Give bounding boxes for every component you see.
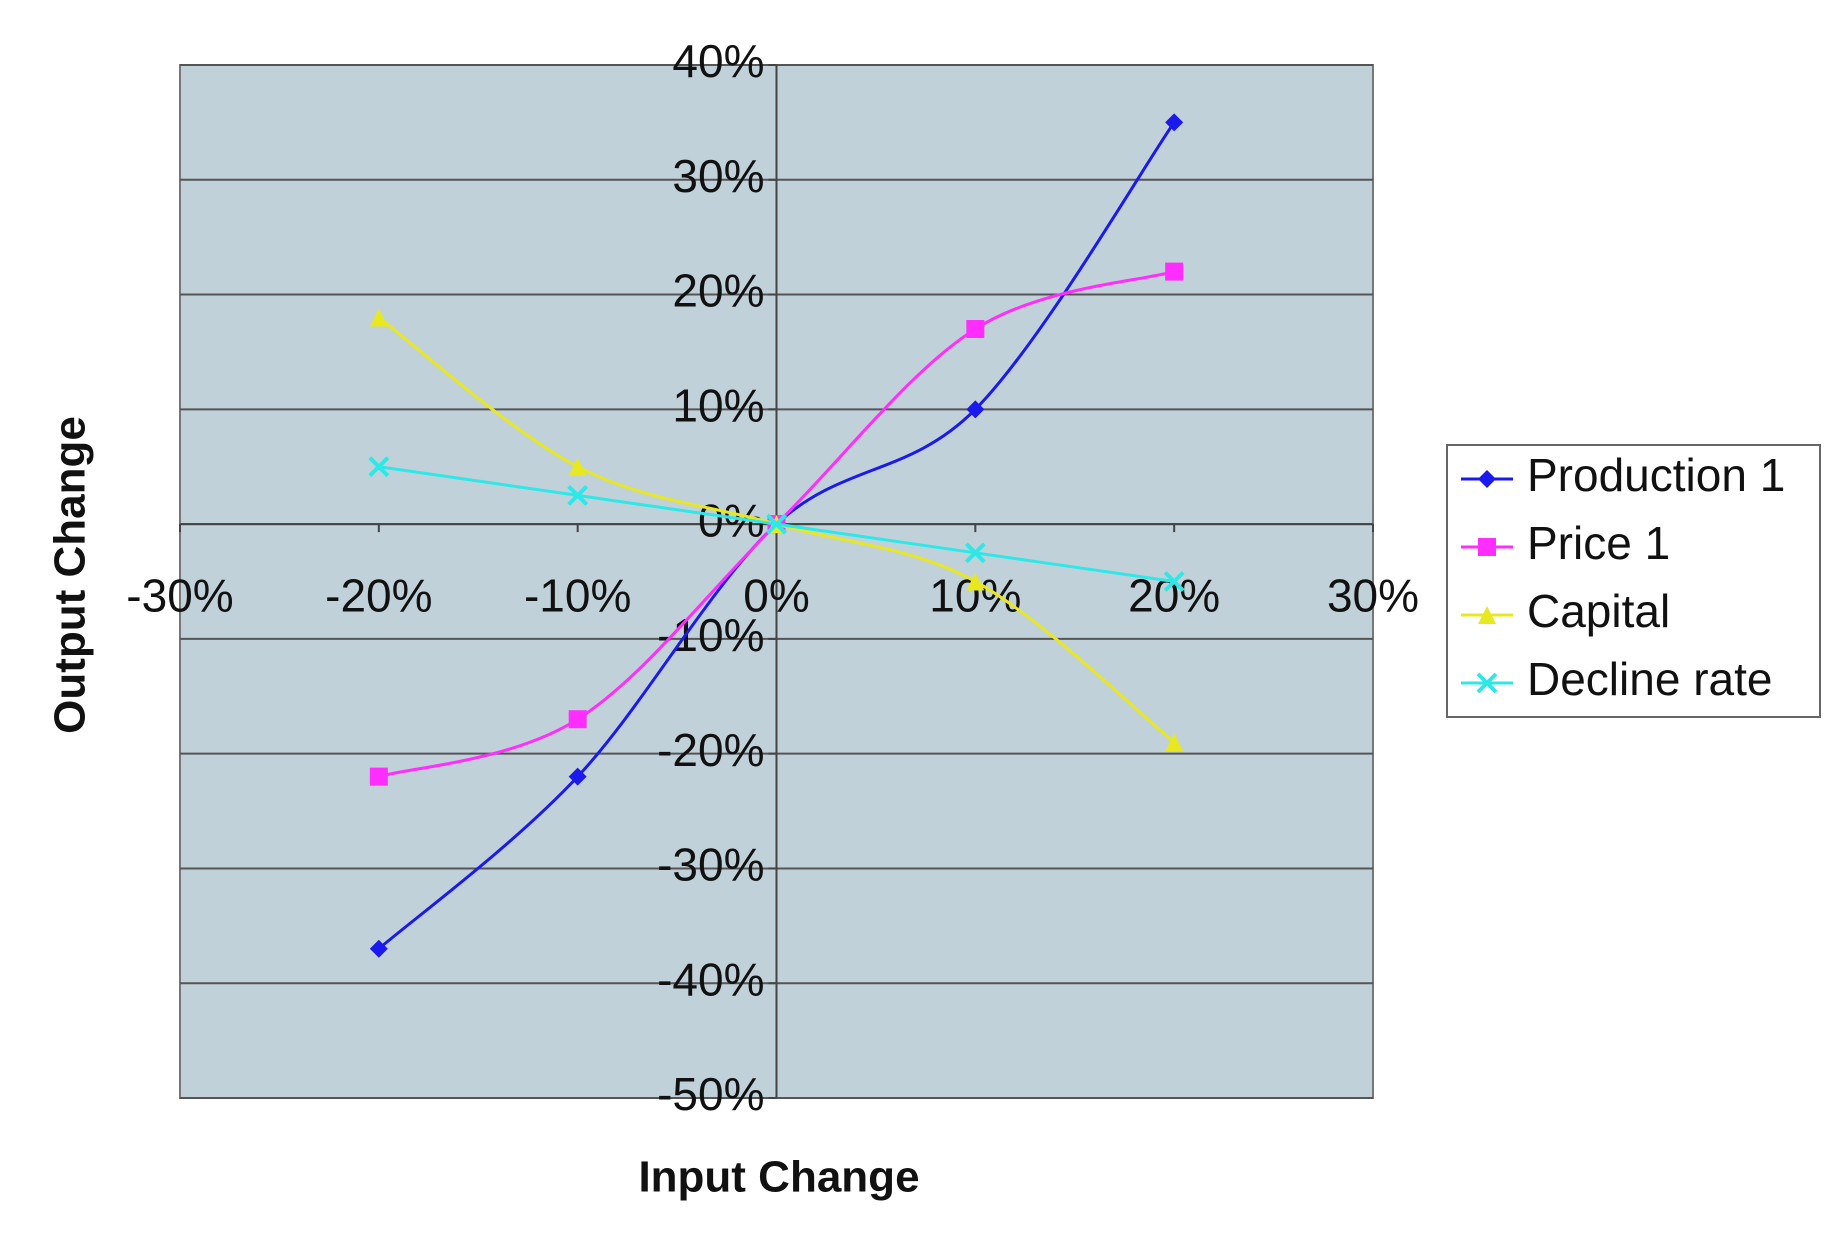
y-tick-label: -30% [657, 839, 764, 891]
marker [964, 542, 986, 564]
y-tick-label: -50% [657, 1068, 764, 1120]
y-tick-label: -10% [657, 609, 764, 661]
legend-label: Decline rate [1527, 653, 1772, 705]
marker [1165, 262, 1184, 281]
marker [966, 319, 985, 338]
x-tick-label: 30% [1327, 569, 1419, 621]
marker [369, 308, 388, 327]
marker [368, 456, 390, 478]
marker [1163, 571, 1185, 592]
marker [1478, 606, 1496, 624]
y-axis-title: Output Change [46, 416, 95, 734]
marker [966, 400, 985, 419]
marker [1165, 113, 1184, 132]
x-tick-label: -20% [325, 569, 432, 621]
marker [369, 767, 388, 786]
y-tick-label: 40% [672, 35, 764, 87]
x-tick-label: -30% [126, 569, 233, 621]
marker [766, 513, 787, 535]
marker [1476, 672, 1498, 694]
y-tick-label: 10% [672, 379, 764, 431]
marker [1165, 733, 1184, 752]
marker [567, 485, 589, 506]
marker [966, 572, 985, 591]
y-tick-label: 30% [672, 150, 764, 202]
marker [568, 457, 587, 476]
y-tick-label: -20% [657, 724, 764, 776]
legend-box [1446, 444, 1821, 718]
x-axis-title: Input Change [638, 1153, 919, 1202]
legend: Production 1 Price 1 Capital Decline rate [1446, 444, 1821, 718]
legend-label: Production 1 [1527, 449, 1785, 501]
marker [1478, 538, 1496, 556]
x-tick-label: 0% [743, 569, 809, 621]
legend-label: Capital [1527, 585, 1670, 637]
y-tick-label: -40% [657, 953, 764, 1005]
marker [1478, 470, 1496, 488]
marker [568, 767, 587, 786]
y-tick-label: 20% [672, 265, 764, 317]
x-tick-label: -10% [524, 569, 631, 621]
marker [369, 939, 388, 958]
legend-label: Price 1 [1527, 517, 1670, 569]
marker [568, 710, 587, 729]
